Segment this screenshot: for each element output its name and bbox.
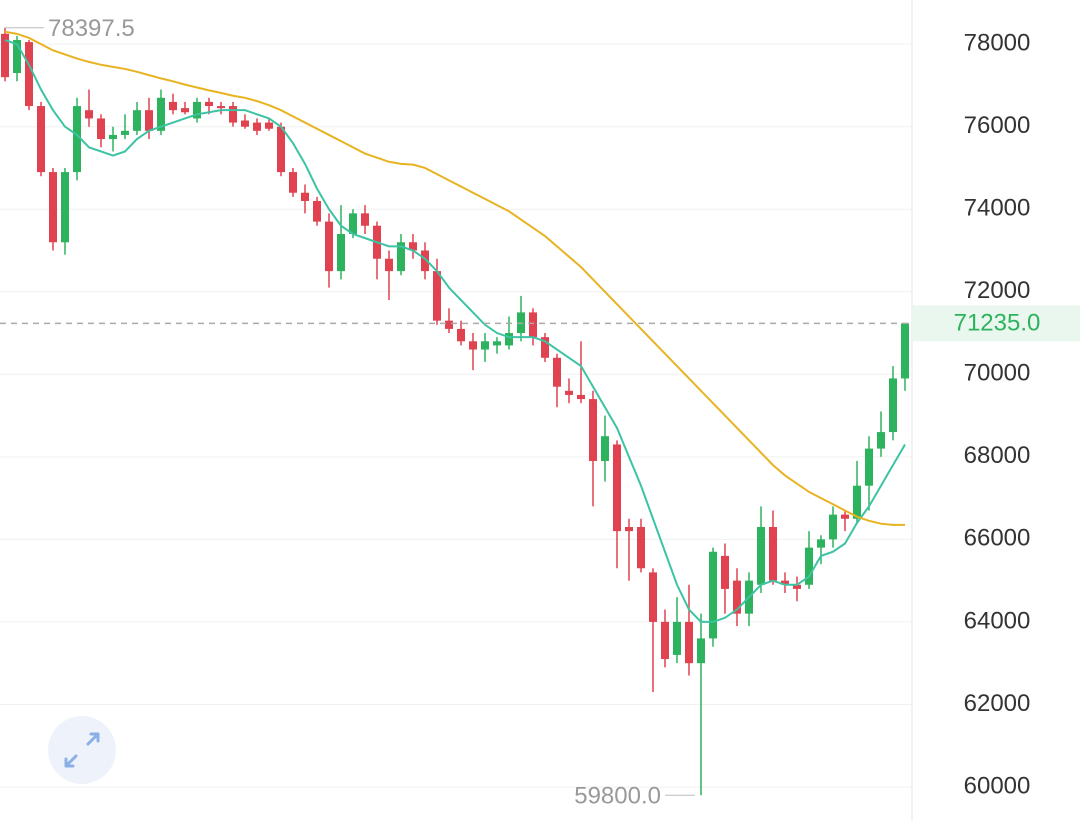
expand-button[interactable]	[48, 716, 116, 784]
candle-body	[625, 526, 633, 532]
candle-body	[61, 172, 69, 243]
candle-body	[865, 448, 873, 486]
candle-body	[265, 122, 273, 129]
candle-body	[637, 526, 645, 569]
candle-body	[349, 213, 357, 234]
candle-body	[649, 572, 657, 622]
candle-body	[469, 341, 477, 350]
candle-body	[721, 555, 729, 589]
y-tick-label: 60000	[964, 772, 1031, 799]
candle-body	[481, 341, 489, 350]
candle-body	[829, 514, 837, 540]
candle-body	[853, 485, 861, 519]
candle-body	[277, 126, 285, 173]
candle-body	[37, 106, 45, 173]
candle-body	[217, 106, 225, 109]
candle-body	[301, 192, 309, 201]
candle-body	[505, 333, 513, 346]
candle-body	[121, 130, 129, 135]
candle-body	[661, 621, 669, 660]
candle-body	[181, 108, 189, 113]
candle-body	[361, 213, 369, 226]
candle-body	[421, 250, 429, 272]
last-price-box	[913, 305, 1080, 342]
candle-body	[433, 271, 441, 321]
candle-body	[241, 120, 249, 127]
candle-body	[157, 97, 165, 131]
y-tick-label: 66000	[964, 525, 1031, 552]
candle-body	[205, 101, 213, 107]
candle-body	[97, 118, 105, 140]
candle-body	[589, 399, 597, 461]
ma-line	[4, 39, 906, 623]
candle-body	[781, 580, 789, 585]
candle-body	[769, 526, 777, 581]
candle-body	[409, 242, 417, 251]
candle-body	[541, 337, 549, 358]
y-tick-label: 70000	[964, 360, 1031, 387]
candle-body	[169, 101, 177, 111]
candle-body	[145, 110, 153, 131]
candle-body	[577, 394, 585, 400]
candle-body	[673, 621, 681, 655]
candle-body	[1, 33, 9, 78]
candle-body	[73, 106, 81, 173]
expand-circle[interactable]	[48, 716, 116, 784]
candle-body	[733, 580, 741, 614]
candle-body	[25, 42, 33, 107]
candle-body	[337, 233, 345, 272]
min-label: 59800.0	[574, 783, 661, 810]
candle-body	[601, 436, 609, 461]
candle-body	[493, 341, 501, 346]
expand-icon[interactable]	[64, 732, 100, 768]
candle-body	[313, 200, 321, 222]
candle-body	[109, 134, 117, 140]
candle-body	[253, 122, 261, 131]
candle-body	[13, 40, 21, 74]
candle-body	[805, 547, 813, 585]
candle-body	[901, 323, 909, 379]
candle-body	[325, 221, 333, 272]
candle-body	[529, 312, 537, 338]
max-label: 78397.5	[48, 15, 135, 42]
candle-body	[445, 320, 453, 329]
candle-body	[85, 110, 93, 119]
candle-body	[565, 390, 573, 395]
candle-body	[817, 539, 825, 548]
y-tick-label: 62000	[964, 690, 1031, 717]
y-tick-label: 64000	[964, 607, 1031, 634]
ma-line	[4, 30, 905, 526]
candle-body	[397, 242, 405, 272]
candle-body	[613, 444, 621, 532]
candle-body	[553, 357, 561, 387]
y-tick-label: 68000	[964, 442, 1031, 469]
last-price-label: 71235.0	[954, 310, 1041, 337]
candle-body	[457, 328, 465, 342]
candle-body	[685, 621, 693, 664]
candle-body	[757, 526, 765, 585]
candle-body	[193, 101, 201, 119]
y-tick-label: 74000	[964, 195, 1031, 222]
y-tick-label: 72000	[964, 277, 1031, 304]
candle-body	[841, 514, 849, 519]
candle-body	[877, 432, 885, 449]
y-tick-label: 76000	[964, 112, 1031, 139]
y-tick-label: 78000	[964, 30, 1031, 57]
candle-body	[385, 258, 393, 272]
candle-body	[697, 638, 705, 664]
candle-body	[709, 551, 717, 639]
candle-body	[289, 172, 297, 193]
candle-body	[133, 110, 141, 131]
candle-body	[889, 378, 897, 433]
candle-body	[49, 172, 57, 243]
candle-body	[793, 584, 801, 589]
candle-body	[229, 106, 237, 123]
